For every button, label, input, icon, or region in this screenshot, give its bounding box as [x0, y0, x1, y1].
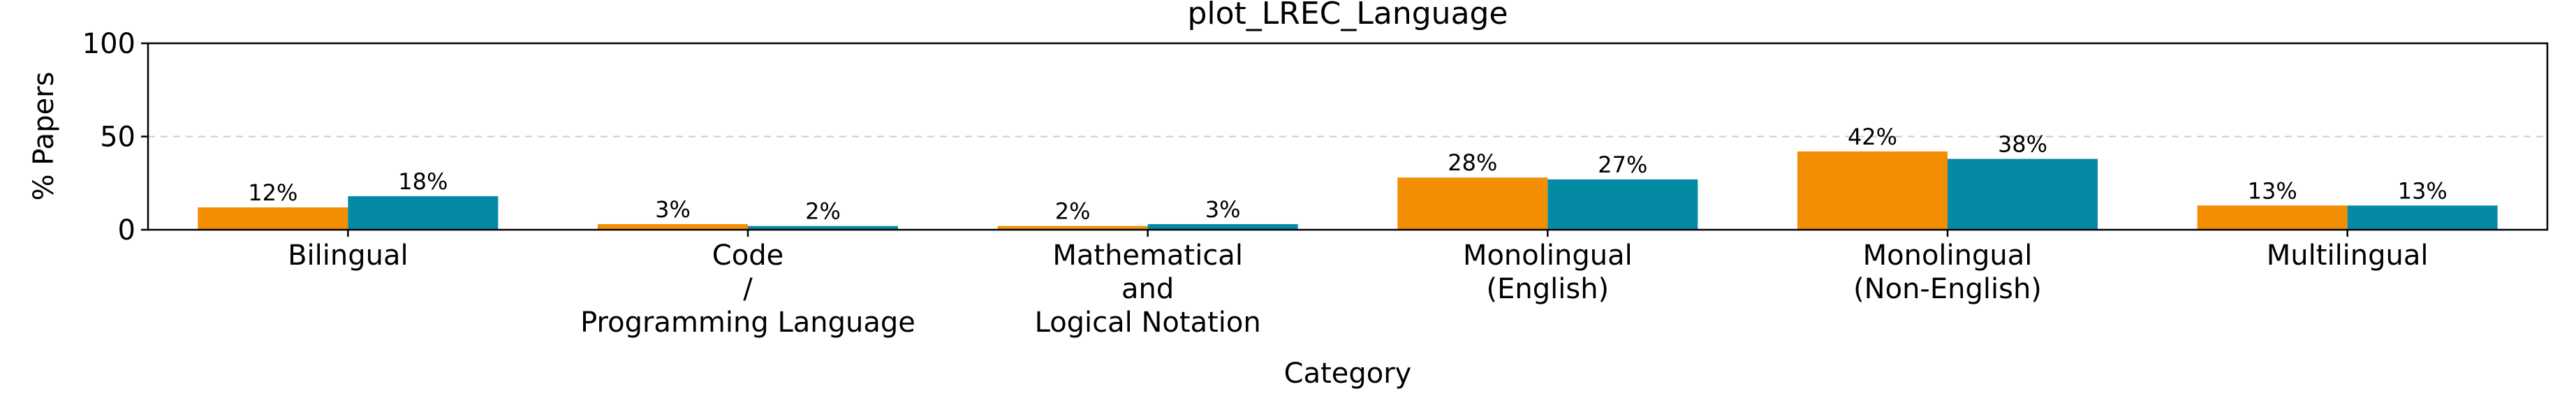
bar-value-label: 3%: [655, 196, 691, 223]
y-tick-label: 0: [118, 214, 135, 247]
x-axis: Bilingual Code / Programming Language Mathem…: [288, 230, 2429, 339]
bar-value-label: 27%: [1598, 152, 1647, 178]
y-axis: 0 50 100: [82, 28, 148, 247]
bar-value-label: 3%: [1205, 196, 1241, 223]
bar-series-2: [1948, 159, 2098, 230]
x-tick-label: Code / Programming Language: [580, 240, 915, 339]
x-tick-label: Monolingual (English): [1463, 240, 1633, 305]
bar-series-1: [1397, 177, 1548, 230]
y-tick-label: 50: [100, 122, 135, 154]
bar-series-1: [1797, 151, 1948, 230]
chart-title: plot_LREC_Language: [1187, 0, 1508, 31]
bars-layer: [198, 151, 2498, 230]
bar-series-2: [1147, 223, 1298, 230]
bar-series-1: [997, 226, 1148, 230]
bar-series-1: [598, 223, 748, 230]
bar-value-label: 42%: [1848, 124, 1897, 150]
y-axis-label: % Papers: [28, 72, 60, 201]
bar-series-2: [2347, 205, 2498, 230]
bar-value-label: 13%: [2248, 177, 2297, 204]
bar-value-label: 12%: [248, 179, 297, 206]
bar-value-label: 13%: [2398, 177, 2448, 204]
bar-series-1: [198, 207, 348, 230]
bar-value-label: 2%: [1055, 198, 1091, 225]
x-tick-label: Bilingual: [288, 240, 409, 272]
bar-series-1: [2197, 205, 2348, 230]
x-tick-label: Mathematical and Logical Notation: [1035, 240, 1261, 339]
data-labels-layer: 12% 18% 3% 2% 2% 3% 28% 27% 42% 38% 13% 13%: [248, 124, 2447, 225]
bar-value-label: 18%: [398, 168, 448, 195]
x-tick-label: Multilingual: [2267, 240, 2429, 272]
bar-series-2: [348, 196, 499, 230]
bar-value-label: 38%: [1998, 131, 2047, 158]
x-tick-label: Monolingual (Non-English): [1853, 240, 2042, 305]
y-tick-label: 100: [82, 28, 135, 60]
bar-value-label: 28%: [1448, 149, 1497, 176]
bar-value-label: 2%: [805, 198, 841, 225]
x-axis-label: Category: [1284, 358, 1412, 390]
bar-series-2: [748, 226, 898, 230]
bar-series-2: [1547, 179, 1698, 230]
